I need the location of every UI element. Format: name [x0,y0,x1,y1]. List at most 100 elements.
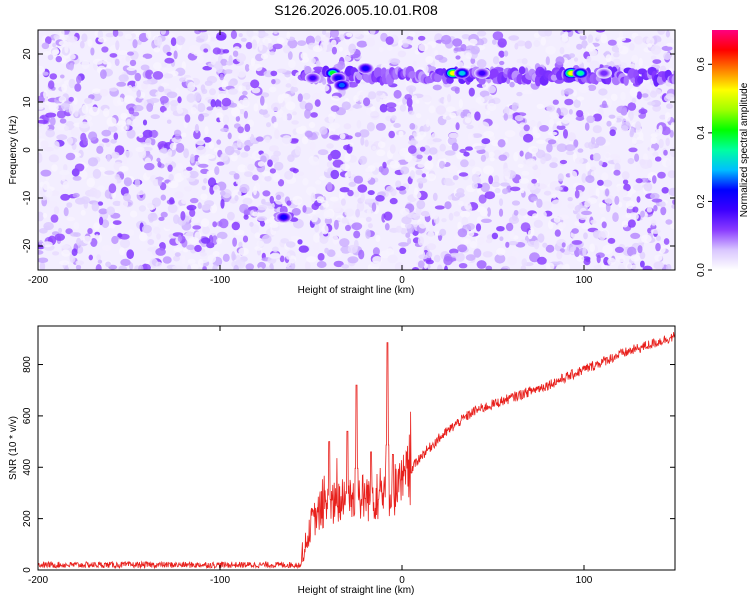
heatmap-cell [379,30,391,33]
heatmap-cell [68,105,74,115]
heatmap-cell [179,77,187,83]
heatmap-cell [173,129,182,137]
heatmap-cell [239,108,245,115]
heatmap-cell [286,113,293,121]
heatmap-cell [220,198,225,209]
heatmap-cell [244,64,250,72]
heatmap-cell [640,210,645,218]
heatmap-cell [45,112,57,118]
heatmap-cell [402,42,409,48]
heatmap-cell [79,40,85,49]
heatmap-cell [195,38,205,43]
heatmap-cell [564,144,576,152]
heatmap-cell [408,145,417,154]
y-tick-label: 20 [22,48,33,60]
heatmap-cell [257,261,266,270]
heatmap-cell [577,30,585,34]
heatmap-cell [41,195,48,201]
heatmap-cell [429,212,439,220]
colorbar-label: Normalized spectral amplitude [739,82,750,217]
heatmap-cell [537,233,545,243]
heatmap-cell [236,68,247,78]
heatmap-cell [132,118,141,127]
heatmap-cell [189,197,199,204]
heatmap-cell [469,108,478,113]
heatmap-cell [174,191,184,199]
x-tick-label: -100 [210,575,230,586]
heatmap-cell [525,158,537,168]
heatmap-cell [216,112,224,118]
heatmap-cell [177,108,184,114]
heatmap-cell [568,109,573,115]
spectrogram-x-label: Height of straight line (km) [298,285,415,296]
heatmap-cell [97,201,104,206]
heatmap-cell [341,101,351,110]
heatmap-cell [523,133,534,143]
heatmap-cell [156,157,161,163]
heatmap-hotspot [459,71,466,76]
heatmap-cell [75,260,84,266]
heatmap-cell [385,102,397,109]
heatmap-cell [589,60,600,70]
heatmap-cell [61,174,66,182]
heatmap-cell [601,172,609,182]
heatmap-cell [500,267,508,270]
heatmap-cell [101,219,110,228]
heatmap-cell [183,148,190,159]
heatmap-cell [566,43,571,48]
heatmap-cell [158,86,165,93]
heatmap-cell [650,136,657,145]
heatmap-cell [62,181,70,190]
heatmap-cell [590,166,597,171]
colorbar-tick-label: 0.6 [696,57,707,71]
heatmap-cell [220,128,229,132]
heatmap-cell [537,256,547,265]
heatmap-cell [547,139,557,145]
heatmap-cell [491,181,501,188]
figure-title: S126.2026.005.10.01.R08 [274,2,438,18]
heatmap-cell [631,137,637,145]
heatmap-cell [348,181,357,187]
heatmap-cell [297,93,303,102]
heatmap-cell [433,254,441,263]
heatmap-cell [539,124,549,132]
heatmap-cell [432,84,442,91]
heatmap-cell [458,200,464,206]
heatmap-cell [375,195,385,202]
heatmap-cell [319,84,330,92]
heatmap-cell [546,105,555,112]
heatmap-cell [221,97,232,107]
heatmap-cell [134,178,141,187]
heatmap-band-cell [373,67,383,79]
heatmap-cell [134,72,142,82]
heatmap-cell [261,234,272,244]
heatmap-cell [463,239,469,245]
heatmap-cell [152,220,159,227]
heatmap-cell [236,53,246,63]
heatmap-cell [556,124,566,130]
heatmap-cell [665,30,671,38]
heatmap-cell [412,267,419,270]
heatmap-cell [356,40,368,48]
heatmap-cell [626,246,637,257]
heatmap-cell [464,202,472,210]
heatmap-cell [155,247,166,256]
heatmap-cell [210,57,216,65]
heatmap-cell [503,167,511,177]
heatmap-cell [372,247,380,256]
heatmap-cell [416,199,426,210]
heatmap-cell [523,124,530,132]
heatmap-cell [73,97,78,106]
heatmap-cell [262,170,271,177]
heatmap-band-cell [534,74,542,87]
heatmap-cell [162,67,173,73]
heatmap-cell [99,88,109,97]
heatmap-cell [360,192,365,203]
heatmap-cell [97,259,103,264]
heatmap-cell [224,145,235,156]
heatmap-cell [601,221,607,229]
heatmap-cell [650,133,658,138]
heatmap-cell [302,205,307,213]
heatmap-cell [545,56,550,66]
heatmap-cell [106,61,112,69]
